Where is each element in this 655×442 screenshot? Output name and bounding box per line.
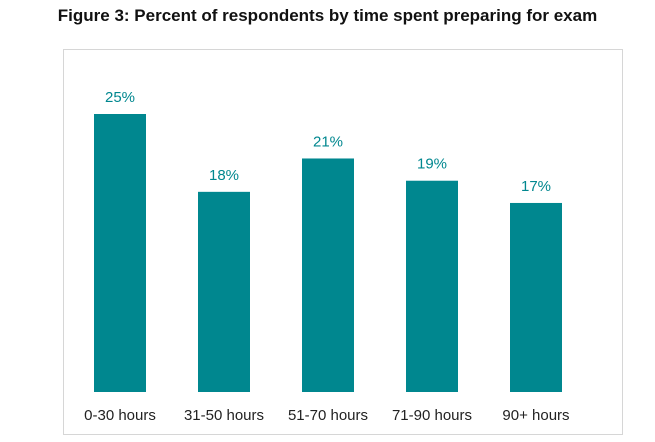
bar-3 <box>302 158 354 392</box>
category-label-1: 0-30 hours <box>84 407 156 424</box>
category-label-4: 71-90 hours <box>392 407 472 424</box>
data-label-4: 19% <box>417 156 447 173</box>
bar-1 <box>94 114 146 392</box>
bar-2 <box>198 191 250 392</box>
data-label-5: 17% <box>521 178 551 195</box>
category-label-5: 90+ hours <box>502 407 569 424</box>
category-label-3: 51-70 hours <box>288 407 368 424</box>
chart-title: Figure 3: Percent of respondents by time… <box>57 6 598 25</box>
data-label-1: 25% <box>105 89 135 106</box>
category-label-2: 31-50 hours <box>184 407 264 424</box>
bar-4 <box>406 180 458 392</box>
bar-5 <box>510 202 562 392</box>
data-label-2: 18% <box>209 167 239 184</box>
data-label-3: 21% <box>313 133 343 150</box>
